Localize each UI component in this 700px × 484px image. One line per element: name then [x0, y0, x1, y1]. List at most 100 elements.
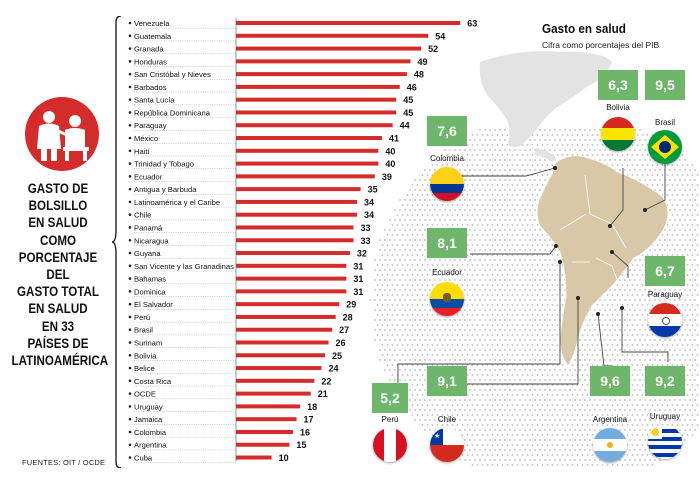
dot	[494, 199, 496, 201]
dot	[501, 184, 504, 186]
dot	[496, 174, 499, 176]
dot	[421, 204, 424, 206]
dot	[489, 179, 491, 181]
dot	[621, 154, 624, 156]
dot	[686, 194, 689, 196]
dot	[496, 194, 499, 196]
ecuador-flag-icon	[430, 282, 464, 316]
category-label: Latinoamérica y el Caribe	[134, 198, 220, 207]
value-label: 24	[328, 364, 338, 374]
dot	[404, 209, 406, 211]
dot	[694, 189, 696, 191]
bolivia-value: 6,3	[598, 70, 638, 100]
dot	[471, 204, 474, 206]
dot	[474, 179, 476, 181]
dot	[549, 149, 551, 151]
dot	[661, 164, 664, 166]
dot	[419, 189, 421, 191]
dot	[416, 184, 419, 186]
dot	[496, 154, 499, 156]
dot	[624, 159, 626, 161]
dot	[414, 189, 416, 191]
dot	[394, 209, 396, 211]
dot	[639, 139, 641, 141]
category-label: México	[134, 134, 158, 143]
value-label: 31	[353, 287, 363, 297]
side-title: GASTO DE BOLSILLO EN SALUD COMO PORCENTA…	[12, 180, 109, 369]
dot	[554, 129, 556, 131]
dot	[666, 174, 669, 176]
dot	[479, 139, 481, 141]
dot	[489, 189, 491, 191]
dot	[499, 129, 501, 131]
category-label: Ecuador	[134, 172, 163, 181]
dot	[636, 154, 639, 156]
dot	[629, 159, 631, 161]
dot	[584, 149, 586, 151]
dot	[454, 159, 456, 161]
dot	[466, 174, 469, 176]
dot	[601, 154, 604, 156]
dot	[491, 194, 494, 196]
dot	[686, 214, 689, 216]
dot	[676, 204, 679, 206]
dot	[471, 214, 474, 216]
dot	[521, 154, 524, 156]
side-title-line: BOLSILLO	[28, 198, 88, 214]
bullet-dot	[128, 200, 132, 204]
dot	[569, 129, 571, 131]
dot	[669, 209, 671, 211]
argentina-label: Argentina	[592, 415, 628, 424]
dot	[531, 204, 534, 206]
brazil-flag-icon	[648, 130, 682, 164]
dot	[511, 174, 514, 176]
dot	[634, 169, 636, 171]
dot	[451, 154, 454, 156]
dot	[409, 199, 411, 201]
dot	[429, 169, 431, 171]
dot	[684, 199, 686, 201]
dot	[439, 159, 441, 161]
bar	[236, 251, 350, 256]
dot	[484, 129, 486, 131]
dot	[694, 209, 696, 211]
dot	[694, 199, 696, 201]
dot	[476, 184, 479, 186]
side-title-line: EN 33	[41, 318, 75, 334]
dot	[461, 164, 464, 166]
dot	[414, 219, 416, 221]
value-label: 32	[357, 249, 367, 259]
dot	[434, 209, 436, 211]
dot	[481, 194, 484, 196]
value-label: 49	[417, 57, 427, 67]
bar	[236, 353, 325, 358]
dot	[626, 154, 629, 156]
value-label: 22	[321, 376, 331, 386]
dot	[544, 139, 546, 141]
bullet-dot	[128, 277, 132, 280]
dot	[694, 169, 696, 171]
bar	[236, 263, 347, 268]
dot	[541, 134, 544, 136]
dot	[461, 154, 464, 156]
dot	[489, 149, 491, 151]
dot	[414, 199, 416, 201]
dot	[421, 194, 424, 196]
dot	[686, 174, 689, 176]
dot	[466, 194, 469, 196]
dot	[649, 169, 651, 171]
dot	[476, 174, 479, 176]
dot	[644, 169, 646, 171]
dot	[486, 184, 489, 186]
dot	[401, 214, 404, 216]
brace-divider	[112, 16, 122, 468]
bullet-dot	[128, 405, 132, 408]
dot	[479, 159, 481, 161]
chile-flag-icon: ★	[430, 428, 464, 462]
dot	[539, 179, 541, 181]
dot	[456, 204, 459, 206]
dot	[596, 134, 599, 136]
dot	[679, 199, 681, 201]
bolivia-flag-icon	[601, 117, 635, 151]
dot	[459, 219, 461, 221]
